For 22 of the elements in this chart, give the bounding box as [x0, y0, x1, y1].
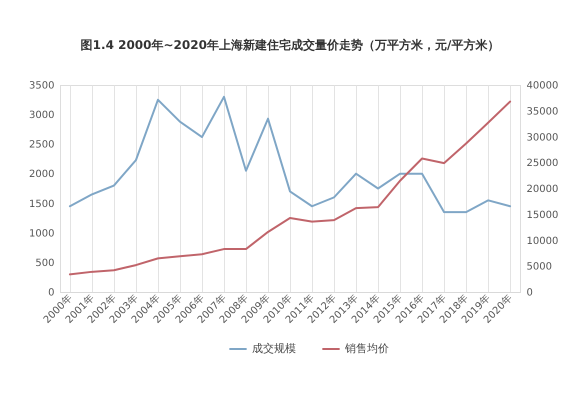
y-tick-label: 3000 — [29, 110, 54, 122]
y2-tick-label: 5000 — [526, 262, 552, 273]
y2-tick-label: 25000 — [526, 158, 558, 170]
chart-title: 图1.4 2000年~2020年上海新建住宅成交量价走势（万平方米，元/平方米） — [80, 38, 500, 52]
y-tick-label: 2500 — [29, 140, 54, 151]
line-series — [68, 96, 512, 214]
y2-tick-label: 20000 — [526, 184, 558, 195]
line-series — [68, 100, 512, 276]
y-tick-label: 1000 — [29, 228, 54, 240]
y-tick-label: 1500 — [29, 198, 54, 210]
y-tick-label: 3500 — [29, 80, 54, 92]
y2-tick-label: 35000 — [526, 106, 558, 118]
y2-tick-label: 30000 — [526, 132, 558, 144]
y2-tick-label: 10000 — [526, 236, 558, 247]
y-tick-label: 0 — [48, 288, 54, 298]
legend-label: 成交规模 — [252, 342, 296, 355]
legend-label: 销售均价 — [344, 342, 389, 355]
y2-tick-label: 15000 — [526, 210, 558, 221]
y-tick-label: 2000 — [29, 169, 54, 180]
y2-tick-label: 40000 — [526, 80, 558, 92]
y-tick-label: 500 — [35, 258, 54, 269]
y2-tick-label: 0 — [526, 288, 533, 298]
